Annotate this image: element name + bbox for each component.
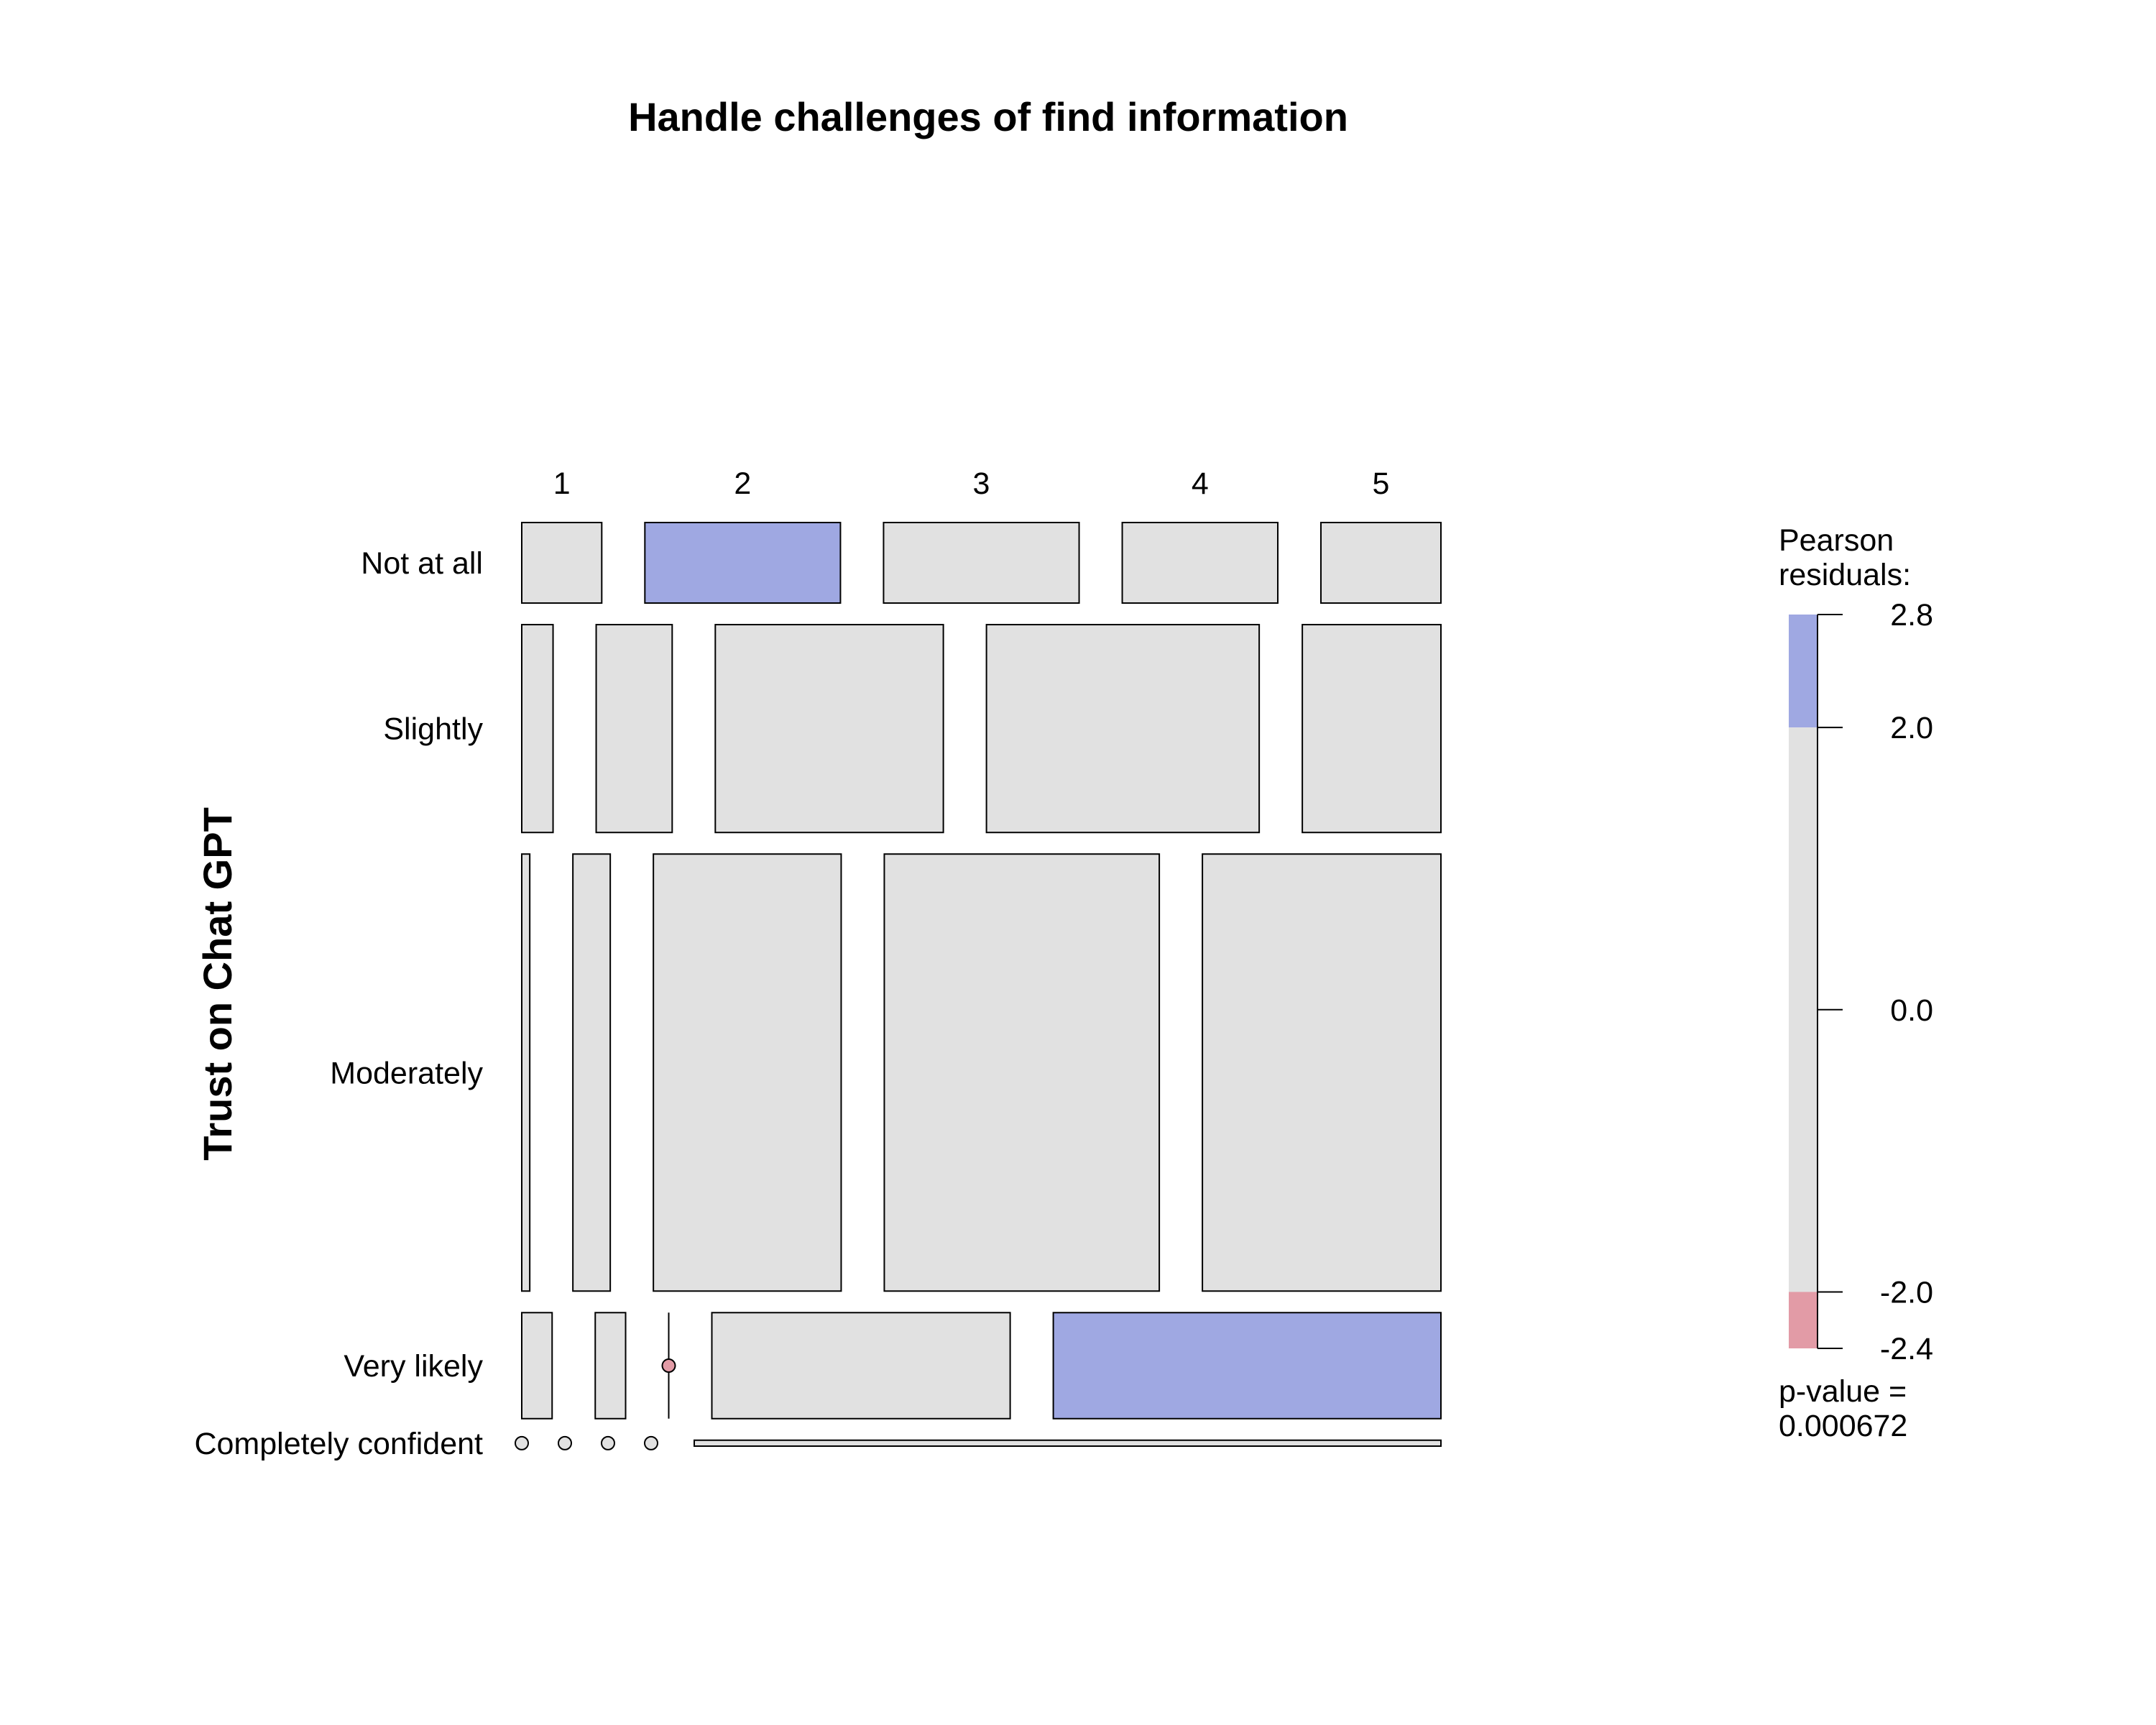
chart-title: Handle challenges of find information xyxy=(628,94,1348,139)
mosaic-tile xyxy=(521,853,531,1292)
column-label: 5 xyxy=(1373,466,1390,501)
mosaic-tiles xyxy=(515,522,1442,1450)
residual-legend: Pearson residuals: 2.8 2.0 0.0 -2.0 -2.4 p-v… xyxy=(1779,523,1933,1443)
mosaic-tile xyxy=(1320,522,1442,604)
row-labels: Not at all Slightly Moderately Very likely C… xyxy=(194,546,483,1461)
legend-high-band xyxy=(1789,615,1818,728)
mosaic-tile xyxy=(694,1439,1442,1448)
legend-ticks: 2.8 2.0 0.0 -2.0 -2.4 xyxy=(1818,598,1933,1366)
mosaic-tile xyxy=(1121,522,1279,604)
p-value-number: 0.000672 xyxy=(1779,1409,1907,1443)
mosaic-tile xyxy=(653,853,842,1292)
mosaic-tile xyxy=(594,1312,627,1420)
legend-title-line1: Pearson xyxy=(1779,523,1894,558)
column-labels: 1 2 3 4 5 xyxy=(553,466,1390,501)
legend-title-line2: residuals: xyxy=(1779,558,1911,592)
row-label: Very likely xyxy=(344,1349,483,1384)
mosaic-tile xyxy=(1052,1312,1442,1420)
y-axis-label: Trust on Chat GPT xyxy=(195,807,240,1161)
mosaic-tile xyxy=(595,624,673,834)
mosaic-empty-marker xyxy=(558,1435,572,1450)
column-label: 2 xyxy=(734,466,751,501)
mosaic-tile xyxy=(521,624,554,834)
mosaic-tile xyxy=(644,522,842,604)
row-label: Moderately xyxy=(330,1056,483,1090)
legend-low-band xyxy=(1789,1292,1818,1348)
legend-mid-band xyxy=(1789,727,1818,1292)
mosaic-tile xyxy=(521,522,603,604)
row-label: Completely confident xyxy=(194,1427,483,1461)
mosaic-empty-marker xyxy=(644,1435,658,1450)
column-label: 4 xyxy=(1192,466,1209,501)
mosaic-empty-marker xyxy=(661,1358,676,1374)
mosaic-empty-marker xyxy=(515,1435,529,1450)
column-label: 3 xyxy=(973,466,990,501)
legend-color-bar xyxy=(1789,615,1818,1348)
legend-tick-label: 2.8 xyxy=(1890,598,1933,632)
legend-tick-label: -2.0 xyxy=(1880,1275,1933,1310)
mosaic-tile xyxy=(883,853,1161,1292)
mosaic-tile xyxy=(572,853,612,1292)
mosaic-tile xyxy=(985,624,1261,834)
p-value-label: p-value = xyxy=(1779,1374,1907,1409)
row-label: Slightly xyxy=(383,712,483,747)
mosaic-tile xyxy=(714,624,944,834)
column-label: 1 xyxy=(553,466,571,501)
legend-tick-label: 2.0 xyxy=(1890,711,1933,745)
mosaic-empty-marker xyxy=(601,1435,615,1450)
mosaic-tile xyxy=(883,522,1080,604)
mosaic-tile xyxy=(1302,624,1442,834)
mosaic-tile xyxy=(711,1312,1011,1420)
legend-tick-label: -2.4 xyxy=(1880,1332,1933,1366)
mosaic-tile xyxy=(521,1312,553,1420)
legend-tick-label: 0.0 xyxy=(1890,993,1933,1028)
mosaic-tile xyxy=(1202,853,1442,1292)
row-label: Not at all xyxy=(361,546,483,581)
